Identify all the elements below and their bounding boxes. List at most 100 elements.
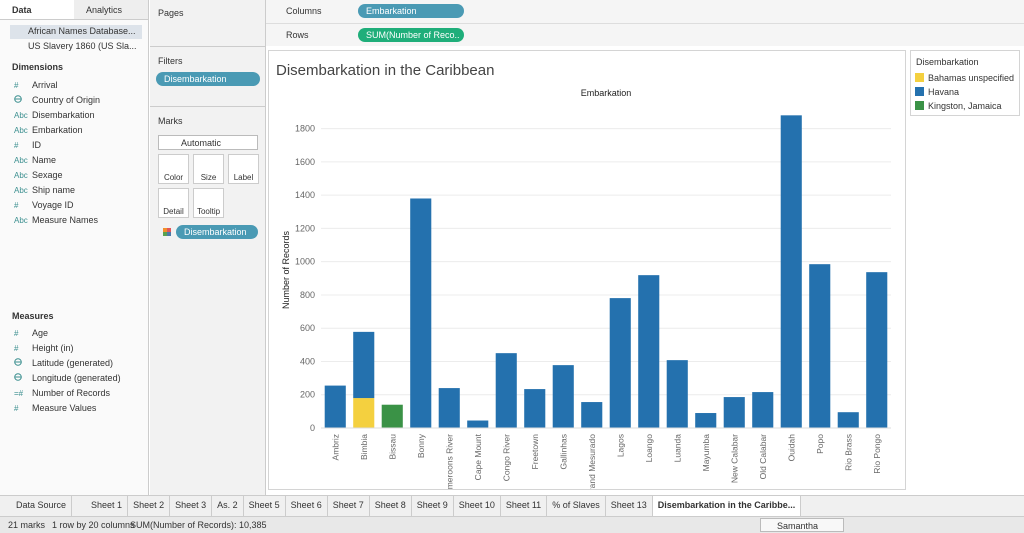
field[interactable]: #Height (in)	[14, 343, 74, 353]
mark-button[interactable]: Tooltip	[193, 188, 224, 218]
field[interactable]: #Arrival	[14, 80, 58, 90]
data-source[interactable]: US Slavery 1860 (US Sla...	[10, 40, 142, 54]
sheet-tab[interactable]: Sheet 2	[128, 496, 170, 516]
pages-header: Pages	[158, 8, 184, 18]
field[interactable]: Latitude (generated)	[14, 358, 113, 368]
bar	[610, 298, 631, 428]
field[interactable]: Longitude (generated)	[14, 373, 121, 383]
mark-button[interactable]: Detail	[158, 188, 189, 218]
legend-item[interactable]: Havana	[915, 87, 959, 97]
field-type-icon: Abc	[14, 156, 32, 165]
field[interactable]: #Voyage ID	[14, 200, 74, 210]
field-type-icon: =#	[14, 389, 32, 398]
y-tick-label: 200	[300, 390, 315, 400]
field[interactable]: AbcShip name	[14, 185, 75, 195]
field-type-icon: #	[14, 201, 32, 210]
mark-button[interactable]: Size	[193, 154, 224, 184]
shelf-divider	[266, 23, 1024, 24]
sheet-tab[interactable]: Sheet 5	[244, 496, 286, 516]
rows-pill[interactable]: SUM(Number of Reco..	[358, 28, 464, 42]
user-menu[interactable]: Samantha	[760, 518, 844, 532]
field-name: Arrival	[32, 80, 58, 90]
sheet-tab[interactable]: Sheet 11	[501, 496, 547, 516]
bar	[638, 275, 659, 428]
field[interactable]: Country of Origin	[14, 95, 100, 105]
legend-swatch	[915, 73, 924, 82]
field[interactable]: =#Number of Records	[14, 388, 110, 398]
section-header: Measures	[12, 311, 54, 321]
filter-pill[interactable]: Disembarkation	[156, 72, 260, 86]
field-name: Measure Values	[32, 403, 96, 413]
sheet-tab[interactable]: Sheet 6	[286, 496, 328, 516]
field-name: Embarkation	[32, 125, 83, 135]
field[interactable]: AbcName	[14, 155, 56, 165]
color-icon	[163, 228, 171, 236]
field-type-icon: #	[14, 141, 32, 150]
globe-icon	[14, 95, 22, 103]
sheet-tab[interactable]: % of Slaves	[547, 496, 606, 516]
columns-label: Columns	[286, 6, 322, 16]
sheet-tab[interactable]: Sheet 1	[86, 496, 128, 516]
pane-tab[interactable]: Data	[0, 0, 74, 20]
mark-pill[interactable]: Disembarkation	[176, 225, 258, 239]
status-bar: 21 marks1 row by 20 columnsSUM(Number of…	[0, 516, 1024, 533]
field[interactable]: AbcSexage	[14, 170, 63, 180]
field-type-icon: Abc	[14, 171, 32, 180]
legend-item[interactable]: Bahamas unspecified	[915, 73, 1014, 83]
bar	[667, 360, 688, 428]
chart-panel: Disembarkation in the CaribbeanEmbarkati…	[268, 50, 906, 490]
field[interactable]: #ID	[14, 140, 41, 150]
sheet-tab[interactable]: Data Source	[0, 496, 72, 516]
field-name: Ship name	[32, 185, 75, 195]
bar	[581, 402, 602, 428]
field[interactable]: AbcDisembarkation	[14, 110, 95, 120]
x-tick-label: Grand Mesurado	[587, 434, 597, 489]
field[interactable]: AbcEmbarkation	[14, 125, 83, 135]
field[interactable]: #Age	[14, 328, 48, 338]
y-tick-label: 600	[300, 323, 315, 333]
x-tick-label: Bimbia	[359, 434, 369, 460]
bar	[752, 392, 773, 428]
field-type-icon	[14, 358, 32, 368]
sheet-tab[interactable]: Sheet 13	[606, 496, 653, 516]
sheet-tab[interactable]: Sheet 10	[454, 496, 501, 516]
x-tick-label: Bonny	[416, 433, 426, 458]
bar	[439, 388, 460, 428]
y-axis-title: Number of Records	[281, 230, 291, 309]
mark-button[interactable]: Label	[228, 154, 259, 184]
field[interactable]: #Measure Values	[14, 403, 96, 413]
status-marks: 21 marks	[8, 520, 45, 530]
pane-tab[interactable]: Analytics	[74, 0, 148, 20]
x-tick-label: Lagos	[615, 434, 625, 457]
field-type-icon: Abc	[14, 186, 32, 195]
mark-type-dropdown[interactable]: Automatic	[158, 135, 258, 150]
field-name: Country of Origin	[32, 95, 100, 105]
divider	[150, 106, 266, 107]
bar	[467, 421, 488, 428]
sheet-tab[interactable]: Sheet 3	[170, 496, 212, 516]
sheet-tab[interactable]: As. 2	[212, 496, 244, 516]
field-type-icon: Abc	[14, 216, 32, 225]
shelves-pane: PagesFiltersDisembarkationMarksAutomatic…	[150, 0, 266, 495]
legend: Disembarkation Bahamas unspecified Havana K…	[910, 50, 1020, 116]
data-source[interactable]: African Names Database...	[10, 25, 142, 39]
columns-pill[interactable]: Embarkation	[358, 4, 464, 18]
legend-item[interactable]: Kingston, Jamaica	[915, 101, 1002, 111]
field-name: Age	[32, 328, 48, 338]
bar	[553, 365, 574, 428]
bar	[353, 332, 374, 398]
field-name: Height (in)	[32, 343, 74, 353]
sheet-tab[interactable]: Disembarkation in the Caribbe...	[653, 496, 802, 516]
sheet-tab[interactable]: Sheet 9	[412, 496, 454, 516]
legend-title: Disembarkation	[916, 57, 979, 67]
x-tick-label: Congo River	[501, 434, 511, 481]
mark-button[interactable]: Color	[158, 154, 189, 184]
bar	[496, 353, 517, 428]
y-tick-label: 1600	[295, 157, 315, 167]
sheet-tab[interactable]: Sheet 8	[370, 496, 412, 516]
sheet-tab[interactable]: Sheet 7	[328, 496, 370, 516]
bar	[724, 397, 745, 428]
y-tick-label: 1800	[295, 124, 315, 134]
field[interactable]: AbcMeasure Names	[14, 215, 98, 225]
